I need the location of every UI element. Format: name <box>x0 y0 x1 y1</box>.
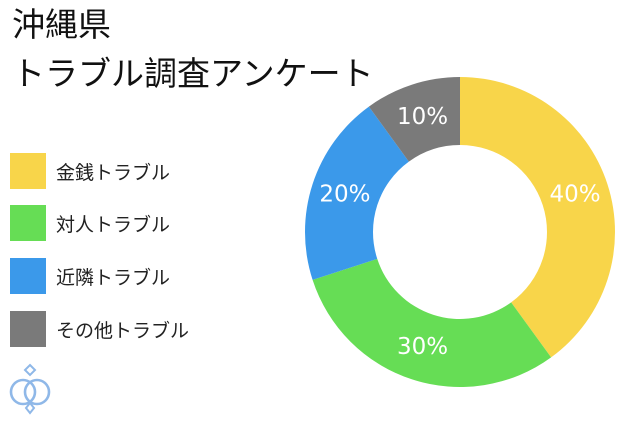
legend-item-other: その他トラブル <box>10 310 189 348</box>
slice-value-label: 30% <box>397 334 448 360</box>
legend-swatch <box>10 205 46 241</box>
legend-item-interpersonal: 対人トラブル <box>10 204 170 242</box>
slice-value-label: 40% <box>550 182 601 208</box>
linked-rings-logo-icon <box>9 363 51 415</box>
legend-swatch <box>10 153 46 189</box>
donut-slice <box>312 258 552 387</box>
legend-label: 対人トラブル <box>56 213 171 236</box>
donut-slices <box>304 77 615 387</box>
slice-value-label: 10% <box>397 104 448 130</box>
legend-label: 金銭トラブル <box>56 161 171 184</box>
chart-title-line-1: 沖縄県 <box>12 5 111 44</box>
legend-label: その他トラブル <box>56 319 190 342</box>
legend-item-money: 金銭トラブル <box>10 152 170 190</box>
donut-slice <box>304 106 409 280</box>
legend-item-neighbor: 近隣トラブル <box>10 257 170 295</box>
donut-labels: 40% 30% 20% 10% <box>319 104 600 360</box>
donut-slice <box>368 77 460 162</box>
slice-value-label: 20% <box>319 182 370 208</box>
chart-title-line-2: トラブル調査アンケート <box>12 54 374 93</box>
legend-swatch <box>10 311 46 347</box>
donut-slice <box>460 77 615 358</box>
legend-swatch <box>10 258 46 294</box>
legend-label: 近隣トラブル <box>56 266 171 289</box>
